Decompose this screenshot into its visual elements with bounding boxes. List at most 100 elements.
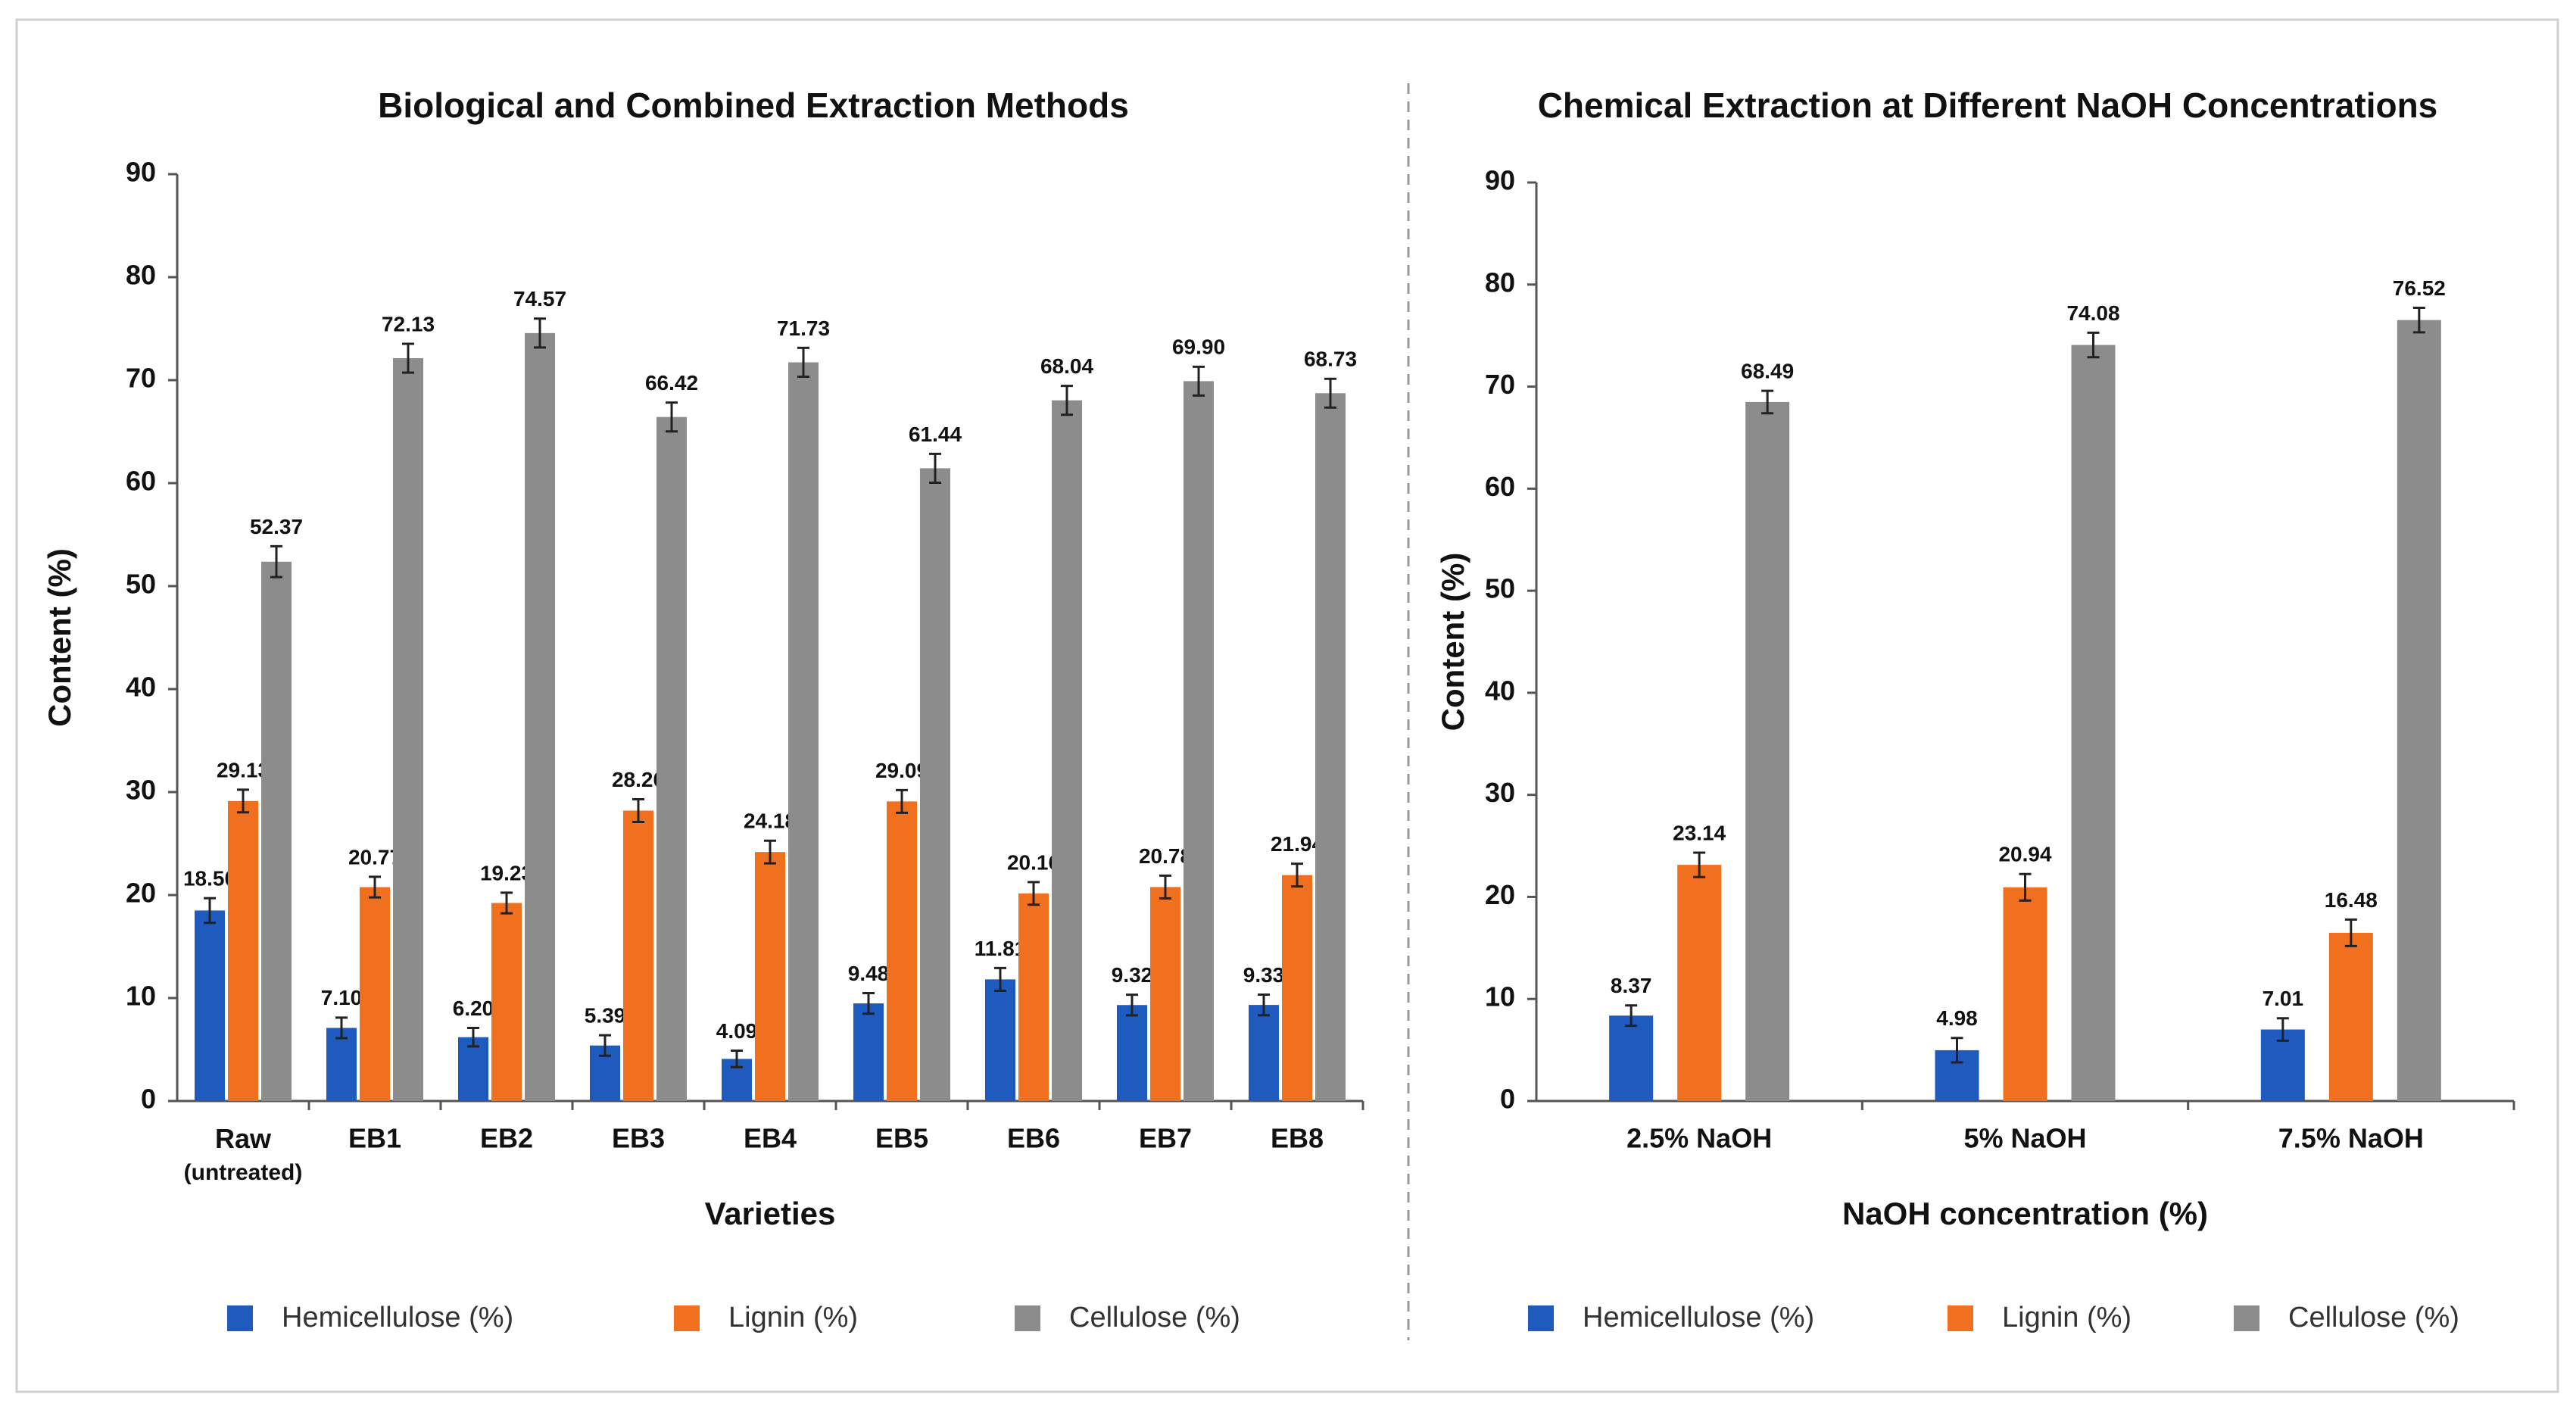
bar [1677,865,1722,1101]
error-bar [1324,377,1336,409]
y-tick-label: 30 [1485,777,1515,808]
y-tick-label: 80 [1485,267,1515,298]
bar [1249,1005,1279,1101]
value-label: 9.33 [1243,963,1285,987]
y-axis-title: Content (%) [1435,553,1470,731]
error-bar [501,891,513,915]
error-bar [1291,862,1303,888]
legend-swatch [674,1305,700,1331]
bar [1315,393,1346,1101]
y-tick-label: 70 [1485,369,1515,400]
bar [2397,320,2441,1102]
bar [393,358,423,1102]
bar [853,1003,884,1101]
value-label: 28.20 [612,768,665,791]
error-bar [2087,331,2100,359]
value-label: 29.09 [875,759,928,782]
error-bar [335,1016,348,1040]
bar [2071,345,2116,1101]
bar [1609,1015,1654,1101]
error-bar [270,544,282,579]
y-tick-label: 50 [1485,573,1515,604]
y-tick-label: 70 [126,363,156,394]
x-tick-label: Raw (untreated) [184,1123,303,1185]
bar [1052,400,1082,1101]
error-bar [1159,874,1171,900]
value-label: 11.81 [975,937,1027,960]
value-label: 18.50 [183,866,236,890]
legend-label: Hemicellulose (%) [282,1302,513,1333]
x-tick-label: 2.5% NaOH [1626,1123,1772,1154]
bar [887,801,917,1101]
x-tick-label: EB5 [875,1123,928,1154]
value-label: 20.94 [1998,843,2051,866]
legend-swatch [1948,1305,1973,1331]
y-tick-label: 0 [1500,1084,1515,1115]
value-label: 68.73 [1304,348,1357,371]
bar [1018,893,1049,1101]
x-tick-label: EB8 [1271,1123,1324,1154]
bar [1150,887,1180,1101]
x-tick-label: EB6 [1007,1123,1060,1154]
legend-label: Cellulose (%) [1069,1302,1240,1333]
value-label: 4.09 [716,1019,758,1043]
value-label: 6.20 [453,997,494,1020]
y-tick-label: 40 [1485,675,1515,706]
bar [360,887,390,1101]
error-bar [1193,365,1205,397]
bar [2328,932,2373,1101]
bar [1282,875,1312,1101]
error-bar [929,452,941,484]
y-tick-label: 50 [126,569,156,600]
y-axis-title: Content (%) [42,548,77,727]
y-tick-label: 80 [126,260,156,291]
bar [788,362,819,1101]
error-bar [1951,1037,1963,1064]
value-label: 74.57 [513,287,566,310]
y-tick-label: 30 [126,775,156,806]
x-tick-label: EB7 [1139,1123,1192,1154]
value-label: 19.23 [480,861,533,884]
value-label: 4.98 [1936,1006,1978,1030]
error-bar [764,839,776,865]
error-bar [1061,385,1073,416]
value-label: 76.52 [2393,276,2446,300]
error-bar [2276,1017,2289,1042]
value-label: 20.16 [1007,850,1060,874]
x-tick-label: EB4 [744,1123,797,1154]
value-label: 9.48 [848,962,890,985]
value-label: 7.01 [2263,987,2304,1010]
legend-swatch [2234,1305,2259,1331]
error-bar [896,788,908,814]
value-label: 68.04 [1040,354,1093,378]
value-label: 74.08 [2066,301,2119,325]
chart-title: Chemical Extraction at Different NaOH Co… [1538,86,2438,125]
bar [491,903,522,1101]
value-label: 66.42 [645,371,698,395]
bar [755,852,785,1101]
error-bar [632,798,644,823]
value-label: 23.14 [1673,821,1726,844]
bar [458,1037,488,1101]
legend-label: Lignin (%) [2002,1302,2132,1333]
error-bar [369,875,381,899]
error-bar [797,346,809,379]
bar [623,810,653,1101]
y-tick-label: 0 [141,1084,156,1115]
error-bar [994,966,1006,992]
value-label: 20.77 [348,845,401,869]
value-label: 9.32 [1112,963,1153,987]
error-bar [534,317,546,349]
value-label: 5.39 [585,1003,626,1027]
value-label: 29.13 [217,758,270,781]
x-tick-label: EB2 [480,1123,533,1154]
error-bar [1258,993,1270,1017]
error-bar [237,788,249,814]
bar [228,800,258,1101]
legend-swatch [227,1305,253,1331]
value-label: 52.37 [250,515,303,538]
error-bar [1693,851,1706,878]
value-label: 8.37 [1611,974,1652,997]
y-tick-label: 90 [126,157,156,188]
